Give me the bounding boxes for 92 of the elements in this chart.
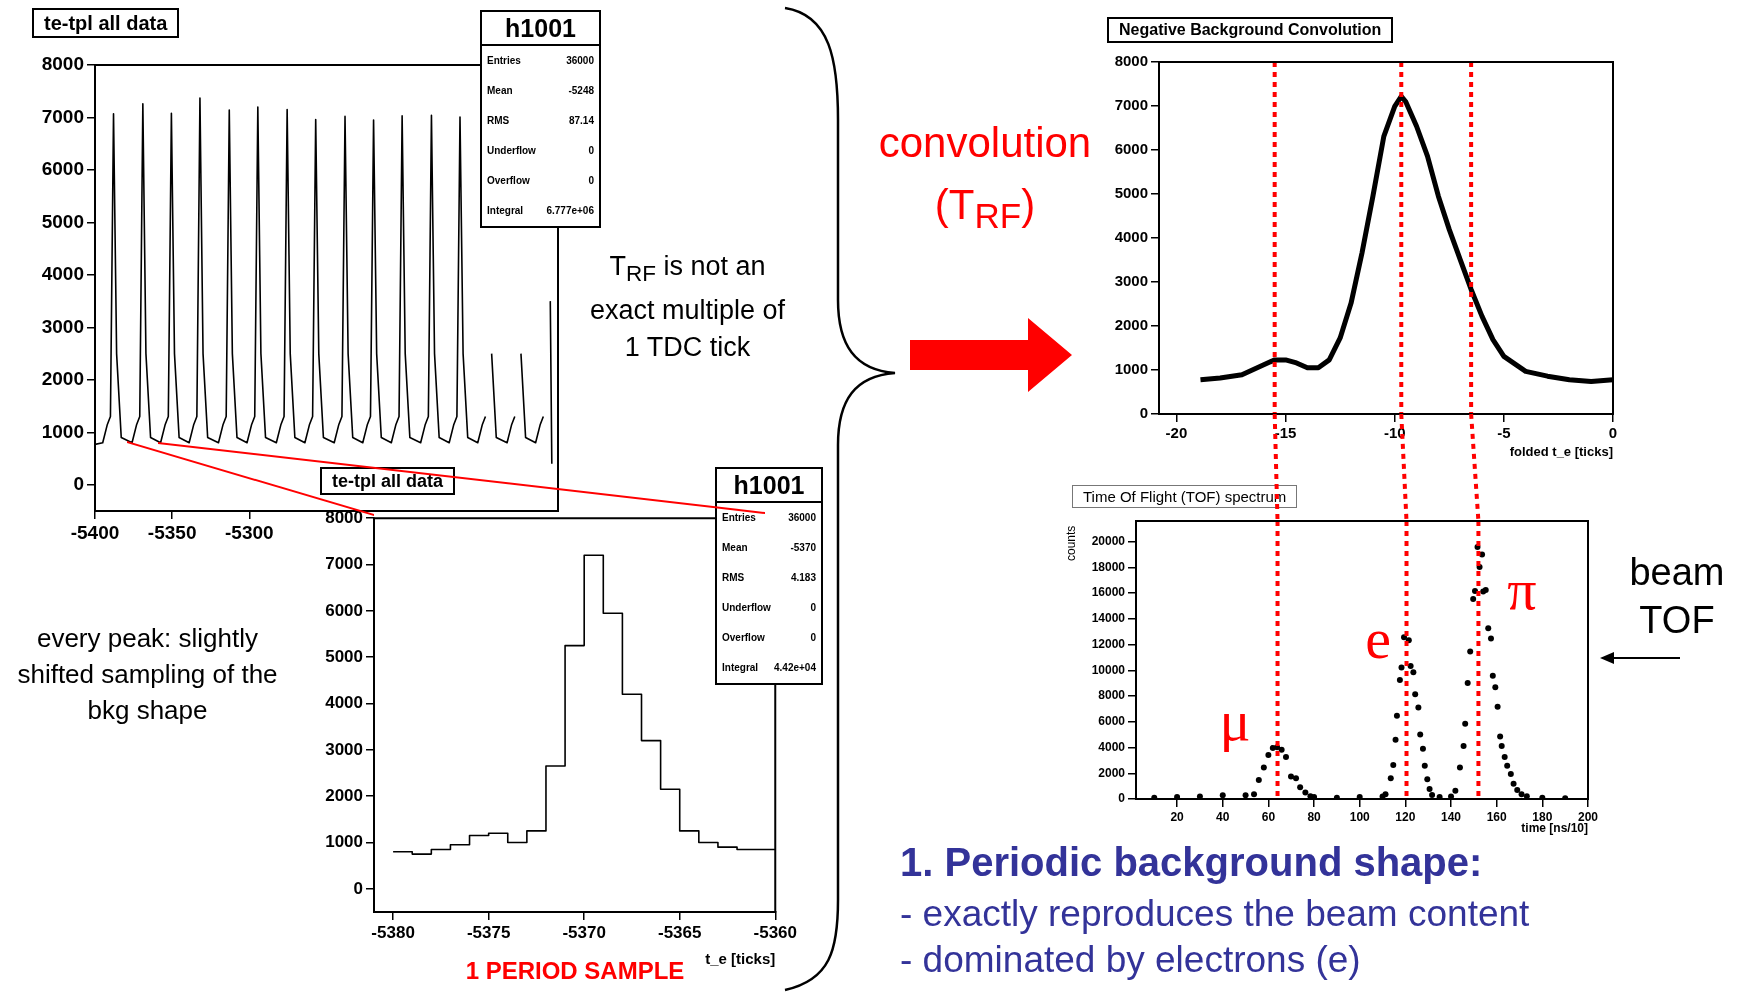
text: Overflow 0 <box>487 175 594 186</box>
text: RMS 4.183 <box>722 572 816 583</box>
y-tick-label: 1000 <box>325 832 363 852</box>
y-tick-label: 2000 <box>1114 316 1148 334</box>
chart-title: Negative Background Convolution <box>1107 17 1394 43</box>
y-tick-label: 7000 <box>1114 96 1148 114</box>
y-tick-label: 4000 <box>41 263 84 285</box>
text: 1. Periodic background shape: <box>900 839 1483 886</box>
annotation: e <box>1364 605 1392 673</box>
y-tick-label: 20000 <box>1091 533 1126 548</box>
y-tick-label: 6000 <box>41 158 84 180</box>
y-tick-label: 10000 <box>1091 662 1126 677</box>
x-axis-title: t_e [ticks] <box>705 950 776 967</box>
y-tick-label: 4000 <box>1114 228 1148 246</box>
annotation: π <box>1506 556 1538 624</box>
x-tick-label: -5 <box>1497 424 1511 442</box>
x-axis-title: time [ns/10] <box>1521 821 1588 835</box>
x-tick-label: -5365 <box>657 922 702 942</box>
chart-title: Time Of Flight (TOF) spectrum <box>1072 485 1298 508</box>
y-tick-label: 4000 <box>1098 739 1126 754</box>
text: Mean -5370 <box>722 542 816 553</box>
y-tick-label: 16000 <box>1091 585 1126 600</box>
text: beam TOF <box>1628 550 1726 643</box>
text: Entries 36000 <box>722 512 816 523</box>
x-tick-label: -5300 <box>225 521 274 543</box>
x-tick-label: 120 <box>1395 809 1416 824</box>
y-tick-label: 0 <box>1139 404 1148 422</box>
chart-title: te-tpl all data <box>32 8 180 38</box>
x-tick-label: -5360 <box>753 922 797 942</box>
x-tick-label: -20 <box>1165 424 1188 442</box>
x-tick-label: -5370 <box>562 922 606 942</box>
text: convolution (T$_{RF}$) <box>877 118 1093 238</box>
text: Integral 6.777e+06 <box>487 205 594 216</box>
y-tick-label: 0 <box>353 878 363 898</box>
x-tick-label: -5400 <box>70 521 120 543</box>
x-tick-label: 60 <box>1261 809 1276 824</box>
y-tick-label: 0 <box>73 473 84 494</box>
x-tick-label: 180 <box>1532 809 1553 824</box>
y-tick-label: 7000 <box>325 554 363 574</box>
x-tick-label: 80 <box>1307 809 1322 824</box>
text: Underflow 0 <box>722 602 816 613</box>
text: Mean -5248 <box>487 85 594 96</box>
text: Integral 4.42e+04 <box>722 662 816 673</box>
y-tick-label: 14000 <box>1091 611 1126 626</box>
text: Entries 36000 <box>487 55 594 66</box>
text: h1001 <box>482 12 599 46</box>
x-tick-label: 160 <box>1486 809 1508 824</box>
y-tick-label: 3000 <box>41 315 84 337</box>
y-tick-label: 2000 <box>41 368 84 390</box>
y-tick-label: 6000 <box>1098 714 1126 729</box>
y-tick-label: 6000 <box>1114 140 1148 158</box>
text: RMS 87.14 <box>487 115 594 126</box>
text: - dominated by electrons (e) <box>900 938 1361 982</box>
y-tick-label: 8000 <box>41 53 84 75</box>
chart-title: te-tpl all data <box>320 467 456 495</box>
x-tick-label: -15 <box>1274 424 1297 442</box>
y-tick-label: 12000 <box>1091 636 1126 651</box>
text: every peak: slightly shifted sampling of the bkg shape <box>16 622 279 727</box>
x-tick-label: 0 <box>1608 424 1618 442</box>
y-tick-label: 5000 <box>325 646 363 666</box>
y-tick-label: 2000 <box>325 785 363 805</box>
x-tick-label: 100 <box>1349 809 1371 824</box>
text: T$_{RF}$ is not an exact multiple of 1 TDC tick <box>588 250 787 365</box>
y-tick-label: 3000 <box>1114 272 1148 290</box>
y-axis-title: counts <box>1064 525 1078 561</box>
x-tick-label: 140 <box>1441 809 1462 824</box>
x-tick-label: 40 <box>1216 809 1230 824</box>
text: h1001 <box>717 469 821 503</box>
x-tick-label: -5350 <box>147 521 197 543</box>
x-tick-label: 200 <box>1577 809 1599 824</box>
annotation: μ <box>1218 687 1252 755</box>
y-tick-label: 8000 <box>1098 688 1126 703</box>
y-tick-label: 0 <box>1118 791 1126 806</box>
y-tick-label: 8000 <box>1114 52 1148 70</box>
y-tick-label: 3000 <box>325 739 363 759</box>
y-tick-label: 18000 <box>1091 559 1126 574</box>
y-tick-label: 5000 <box>1114 184 1148 202</box>
y-tick-label: 6000 <box>325 600 363 620</box>
x-tick-label: -5375 <box>466 922 511 942</box>
y-tick-label: 5000 <box>41 210 84 232</box>
x-tick-label: -5380 <box>371 922 415 942</box>
text: - exactly reproduces the beam content <box>900 892 1530 936</box>
x-tick-label: 20 <box>1170 809 1185 824</box>
text: Underflow 0 <box>487 145 594 156</box>
y-tick-label: 4000 <box>325 693 363 713</box>
text: 1 PERIOD SAMPLE <box>465 957 685 984</box>
text: Overflow 0 <box>722 632 816 643</box>
x-axis-title: folded t_e [ticks] <box>1509 444 1613 459</box>
y-tick-label: 1000 <box>41 420 84 442</box>
y-tick-label: 1000 <box>1114 360 1148 378</box>
y-tick-label: 7000 <box>41 105 84 127</box>
y-tick-label: 2000 <box>1098 765 1126 780</box>
